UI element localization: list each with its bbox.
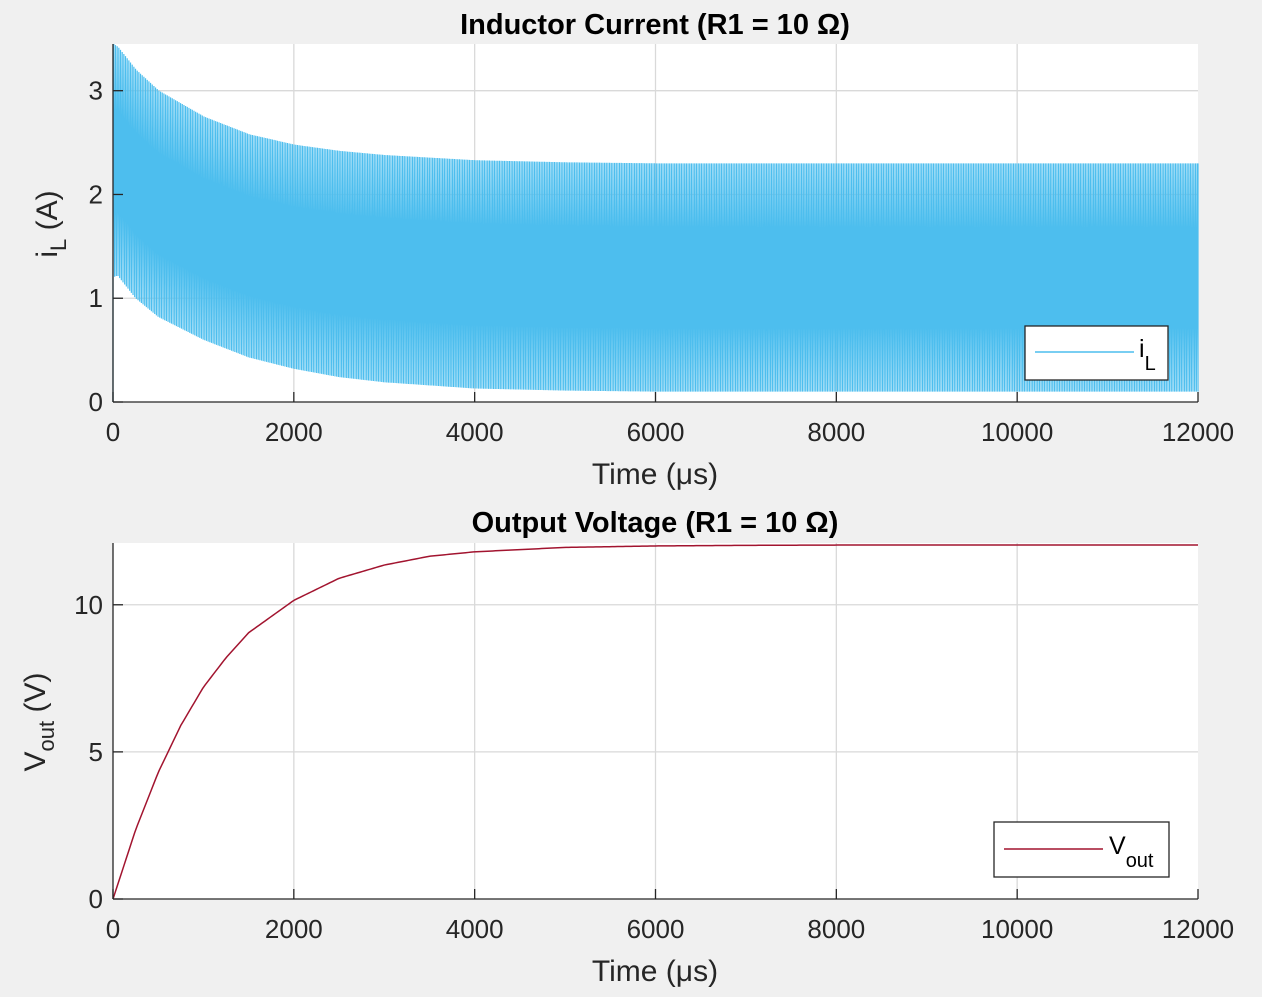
plot1-y-tick-label: 0 — [89, 387, 103, 417]
plot2-y-tick-label: 10 — [74, 590, 103, 620]
plot2-y-tick-label: 0 — [89, 884, 103, 914]
plot1-ylabel-main: i — [31, 251, 64, 258]
plot2-x-tick-label: 8000 — [807, 914, 865, 944]
plot1-ylabel-sub: L — [46, 239, 71, 251]
plot2-x-tick-label: 0 — [106, 914, 120, 944]
plot2-data — [112, 544, 1198, 900]
plot2-x-tick-label: 2000 — [265, 914, 323, 944]
plot1-x-tick-label: 10000 — [981, 417, 1053, 447]
inductor-current-plot: 0 2000 4000 6000 8000 10000 12000 0 1 2 3 Inductor… — [31, 9, 1234, 491]
output-voltage-plot: 0 2000 4000 6000 8000 10000 12000 0 5 10 Output V… — [19, 507, 1234, 988]
plot1-legend-label: iL — [1139, 335, 1156, 375]
plot1-legend-box — [1024, 325, 1169, 381]
plot2-ylabel-unit: (V) — [19, 673, 52, 721]
plot2-legend-sub: out — [1126, 850, 1154, 872]
plot1-y-tick-label: 2 — [89, 179, 103, 209]
plot2-legend-main: V — [1109, 832, 1126, 860]
plot1-legend: iL — [1024, 325, 1169, 381]
plot1-legend-sub: L — [1145, 353, 1156, 375]
plot2-x-tick-label: 6000 — [627, 914, 685, 944]
plot1-x-tick-label: 2000 — [265, 417, 323, 447]
plot2-y-axis-label: Vout (V) — [19, 673, 59, 772]
plot2-title: Output Voltage (R1 = 10 Ω) — [472, 507, 839, 539]
plot1-x-tick-label: 12000 — [1162, 417, 1234, 447]
plot2-ylabel-main: V — [19, 751, 52, 771]
plot1-x-tick-label: 0 — [106, 417, 120, 447]
plot2-y-tick-label: 5 — [89, 737, 103, 767]
plot2-ylabel-sub: out — [34, 721, 59, 752]
plot1-data — [112, 43, 1199, 402]
plot1-y-tick-label: 3 — [89, 76, 103, 106]
plot1-axes: 0 2000 4000 6000 8000 10000 12000 0 1 2 3 — [89, 44, 1234, 447]
plot2-x-tick-label: 12000 — [1162, 914, 1234, 944]
plot2-x-tick-label: 4000 — [446, 914, 504, 944]
inductor-current-series — [112, 43, 1199, 402]
plot2-legend-label: Vout — [1109, 832, 1154, 872]
plot1-x-tick-label: 4000 — [446, 417, 504, 447]
plot1-legend-main: i — [1139, 335, 1145, 363]
plot1-x-tick-label: 6000 — [627, 417, 685, 447]
plot2-legend: Vout — [993, 821, 1170, 878]
plot2-x-axis-label: Time (μs) — [592, 955, 718, 988]
plot1-y-tick-label: 1 — [89, 283, 103, 313]
plot1-title: Inductor Current (R1 = 10 Ω) — [460, 9, 850, 41]
plot1-x-axis-label: Time (μs) — [592, 458, 718, 491]
plot2-x-tick-label: 10000 — [981, 914, 1053, 944]
output-voltage-series — [112, 544, 1198, 900]
plot1-x-tick-label: 8000 — [807, 417, 865, 447]
plot1-y-axis-label: iL (A) — [31, 190, 71, 257]
plot1-ylabel-unit: (A) — [31, 190, 64, 238]
plot2-axes: 0 2000 4000 6000 8000 10000 12000 0 5 10 — [74, 543, 1234, 944]
